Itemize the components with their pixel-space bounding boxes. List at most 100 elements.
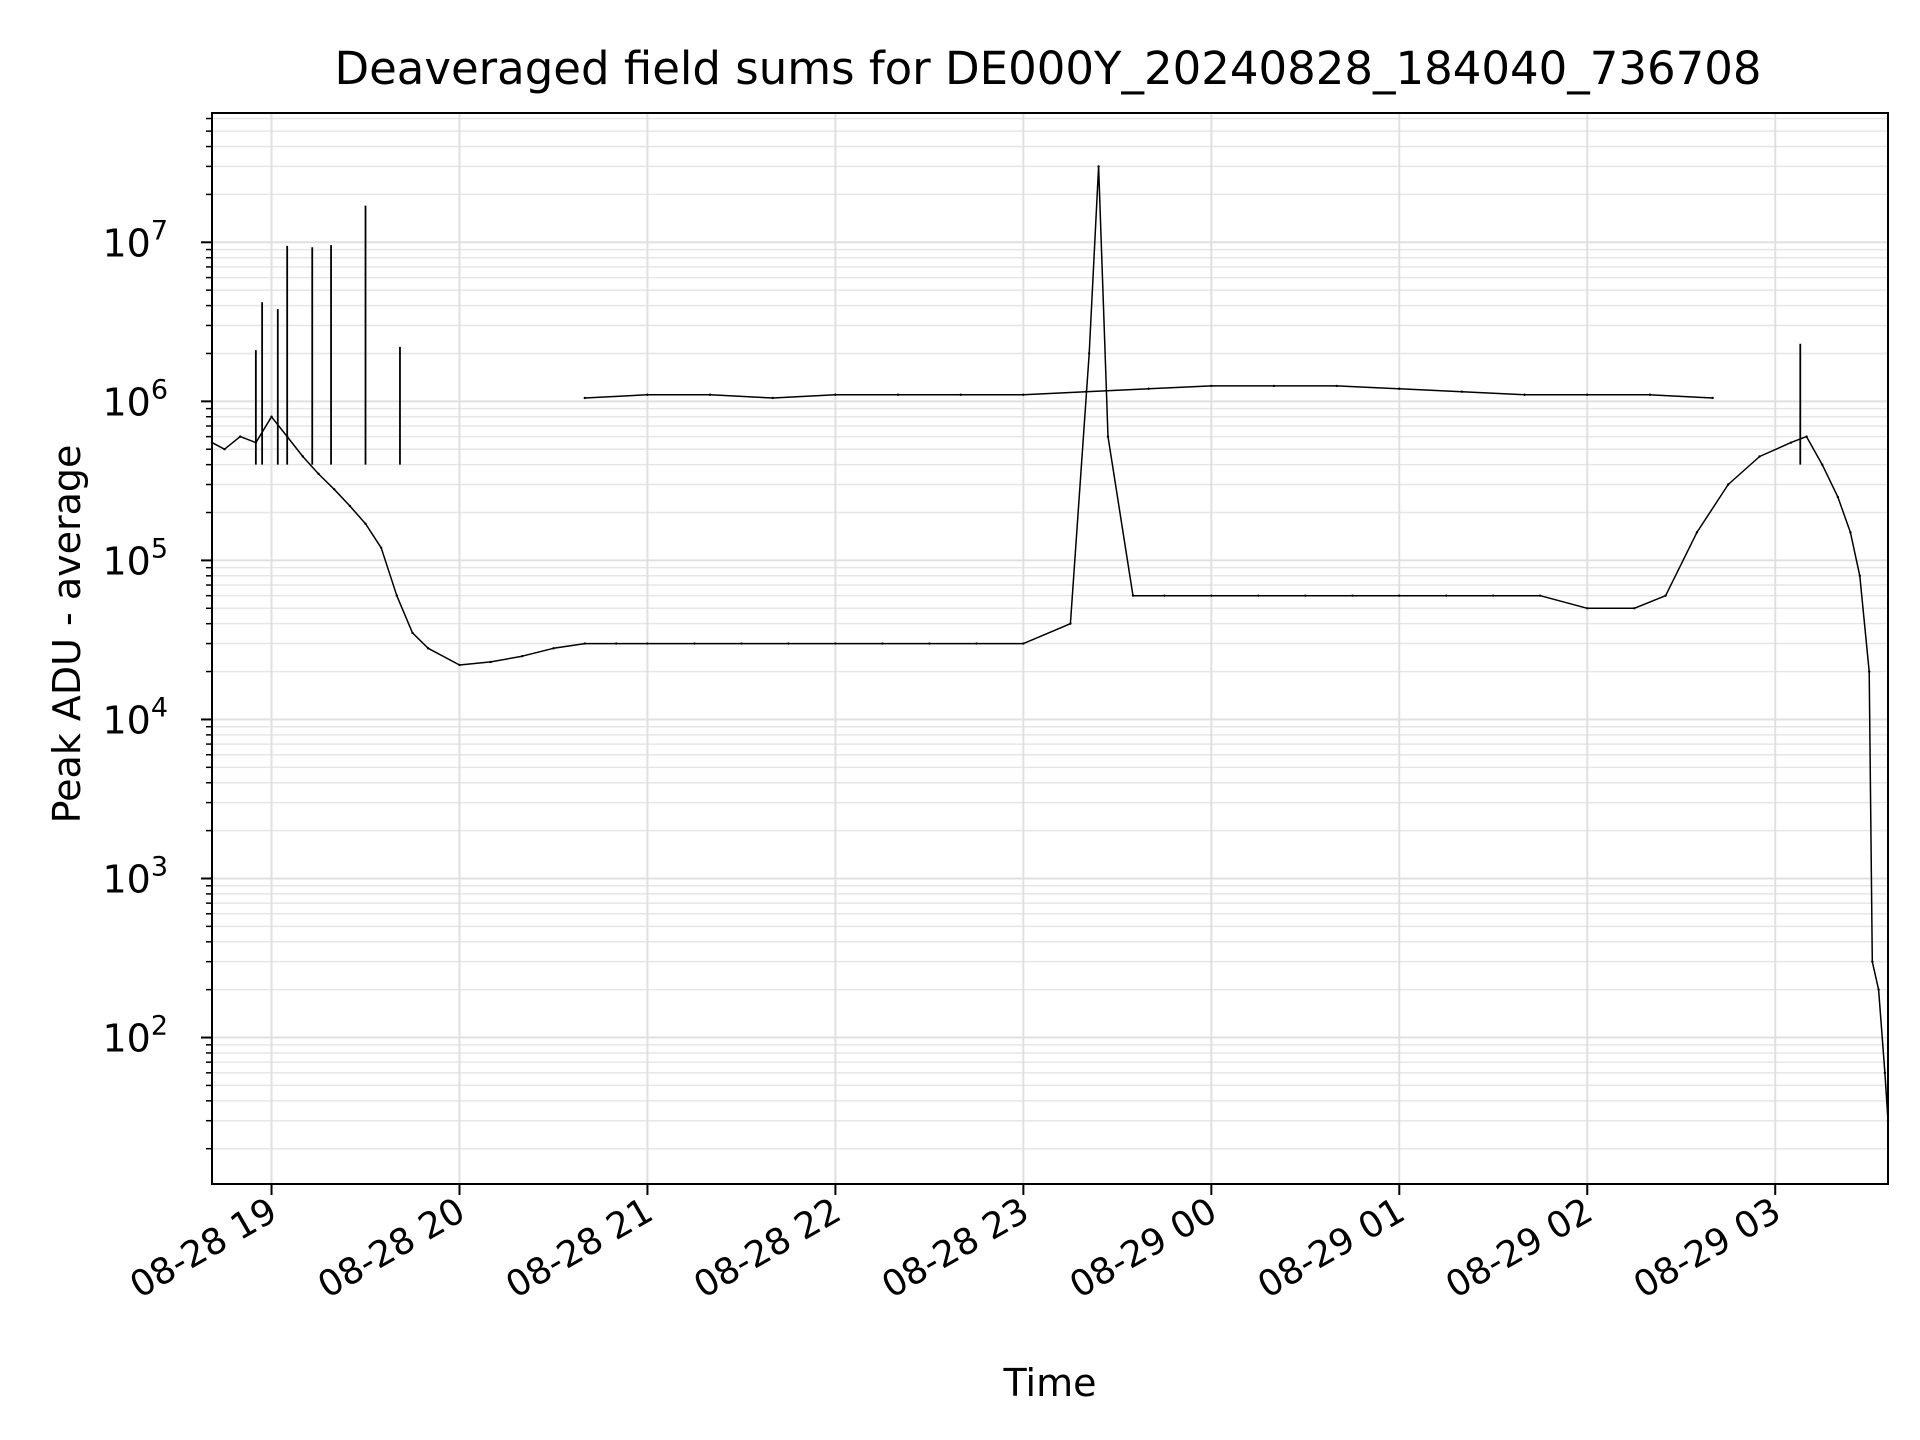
data-point (1849, 531, 1852, 534)
data-point (834, 642, 837, 645)
data-point (1445, 594, 1448, 597)
y-tick-label-exponent: 6 (151, 374, 168, 405)
y-tick-label-exponent: 7 (151, 215, 168, 246)
y-tick-label-base: 10 (102, 857, 150, 901)
data-point (834, 393, 837, 396)
data-point (1695, 531, 1699, 534)
data-point (223, 448, 226, 451)
data-point (489, 660, 493, 664)
data-point (301, 455, 305, 458)
y-tick-label-base: 10 (102, 539, 150, 583)
data-point (1883, 1071, 1887, 1075)
data-point (1106, 435, 1110, 438)
plot-frame (211, 112, 1889, 1185)
data-point (411, 631, 414, 635)
data-point (740, 642, 743, 645)
y-tick-label-exponent: 3 (151, 851, 168, 882)
chart-title: Deaveraged field sums for DE000Y_2024082… (334, 42, 1761, 95)
data-point (1789, 441, 1793, 444)
y-tick-label-exponent: 2 (151, 1011, 168, 1042)
data-point (1163, 594, 1166, 597)
data-point (1398, 387, 1401, 390)
data-point (1664, 594, 1667, 597)
data-point (1805, 435, 1808, 438)
data-point (583, 642, 586, 645)
data-point (1272, 384, 1276, 388)
data-point (646, 642, 649, 645)
y-tick-label-base: 10 (102, 1017, 150, 1061)
y-tick-label: 105 (102, 533, 168, 583)
data-point (1633, 607, 1636, 610)
data-point (1586, 393, 1589, 396)
data-point (1147, 387, 1150, 390)
data-point (771, 396, 774, 400)
data-point (1351, 594, 1354, 597)
y-axis-label: Peak ADU - average (45, 445, 89, 824)
y-tick-label: 107 (102, 215, 168, 265)
y-tick-label: 103 (102, 851, 168, 901)
x-axis-label: Time (1003, 1361, 1097, 1405)
data-point (896, 393, 900, 396)
data-point (583, 396, 586, 400)
data-point (1727, 483, 1730, 486)
data-point (1758, 455, 1761, 458)
data-point (1492, 594, 1495, 597)
y-tick-label-exponent: 4 (151, 692, 168, 723)
data-point (1304, 594, 1307, 597)
data-point (1097, 165, 1100, 168)
data-point (928, 642, 931, 645)
y-tick-label-base: 10 (102, 698, 150, 742)
data-point (881, 642, 884, 645)
y-tick-label: 106 (102, 374, 168, 424)
data-point (1868, 670, 1871, 673)
data-point (1539, 594, 1542, 597)
data-point (1210, 384, 1213, 388)
data-point (787, 642, 790, 645)
data-point (1877, 988, 1880, 991)
data-point (458, 663, 461, 667)
data-point (1711, 396, 1714, 400)
data-point (1836, 495, 1840, 499)
data-point (693, 642, 696, 645)
data-point (959, 393, 962, 396)
data-layer (210, 165, 1890, 1122)
data-point (552, 647, 555, 650)
data-point (1069, 622, 1072, 625)
data-point (364, 522, 367, 525)
data-point (332, 488, 336, 491)
y-tick-label: 104 (102, 692, 168, 742)
data-point (646, 393, 649, 396)
data-point (1586, 607, 1589, 610)
data-point (614, 642, 618, 645)
data-point (1257, 594, 1260, 597)
data-point (379, 546, 383, 550)
y-tick-label: 102 (102, 1011, 168, 1061)
grid-major (212, 113, 1888, 1184)
y-tick-label-base: 10 (102, 221, 150, 265)
grid-minor (212, 117, 1888, 1150)
y-tick-label-base: 10 (102, 380, 150, 424)
data-point (1871, 960, 1874, 963)
data-point (520, 654, 524, 658)
data-point (1648, 393, 1652, 396)
data-point (426, 647, 430, 650)
data-point (1821, 463, 1824, 466)
data-point (1523, 393, 1526, 396)
data-point (395, 594, 399, 597)
data-point (1022, 642, 1025, 645)
data-point (270, 415, 273, 418)
data-point (1398, 594, 1401, 597)
data-point (238, 435, 242, 438)
data-point (1084, 390, 1088, 393)
data-point (1087, 352, 1091, 355)
y-tick-label-exponent: 5 (151, 533, 168, 564)
data-point (975, 642, 978, 645)
data-point (348, 504, 352, 508)
data-point (1858, 574, 1862, 578)
data-point (1210, 594, 1213, 597)
data-point (1460, 390, 1464, 393)
data-point (708, 393, 712, 396)
